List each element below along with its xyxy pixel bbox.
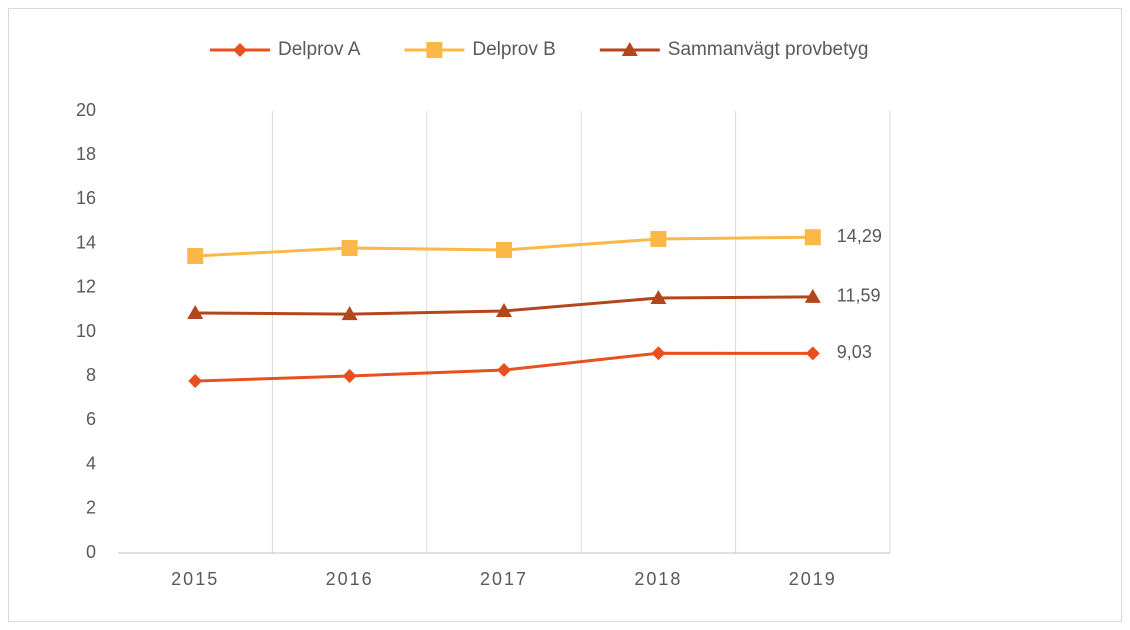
marker	[341, 240, 358, 257]
chart-frame	[8, 8, 1122, 622]
data-label: 11,59	[837, 286, 881, 306]
marker	[496, 242, 512, 259]
marker	[188, 374, 203, 389]
data-label: 14,29	[837, 226, 882, 246]
marker	[342, 368, 357, 383]
data-label: 9,03	[837, 342, 872, 362]
y-tick-label: 0	[86, 542, 96, 562]
marker	[496, 303, 512, 318]
y-tick-label: 10	[76, 321, 96, 341]
y-tick-label: 14	[76, 232, 96, 252]
marker	[804, 288, 821, 303]
marker	[497, 363, 511, 378]
legend-label: Delprov B	[472, 39, 555, 60]
x-tick-label: 2018	[634, 569, 682, 589]
legend-label: Sammanvägt provbetyg	[668, 39, 869, 60]
marker	[805, 346, 820, 361]
y-tick-label: 20	[76, 100, 96, 120]
x-tick-label: 2017	[480, 569, 528, 589]
y-tick-label: 12	[76, 277, 96, 297]
marker	[426, 42, 443, 58]
marker	[621, 42, 638, 56]
x-tick-label: 2019	[789, 569, 837, 589]
marker	[341, 306, 358, 321]
marker	[187, 304, 204, 319]
x-tick-label: 2015	[171, 569, 219, 589]
y-tick-label: 16	[76, 188, 96, 208]
y-tick-label: 4	[86, 453, 96, 473]
marker	[651, 346, 666, 361]
marker	[650, 230, 667, 247]
y-tick-label: 18	[76, 144, 96, 164]
legend-label: Delprov A	[278, 39, 361, 60]
y-tick-label: 6	[86, 409, 96, 429]
marker	[804, 229, 821, 246]
y-tick-label: 8	[86, 365, 96, 385]
marker	[233, 43, 247, 57]
x-tick-label: 2016	[326, 569, 374, 589]
marker	[650, 289, 667, 304]
marker	[187, 247, 204, 264]
y-tick-label: 2	[86, 498, 96, 518]
